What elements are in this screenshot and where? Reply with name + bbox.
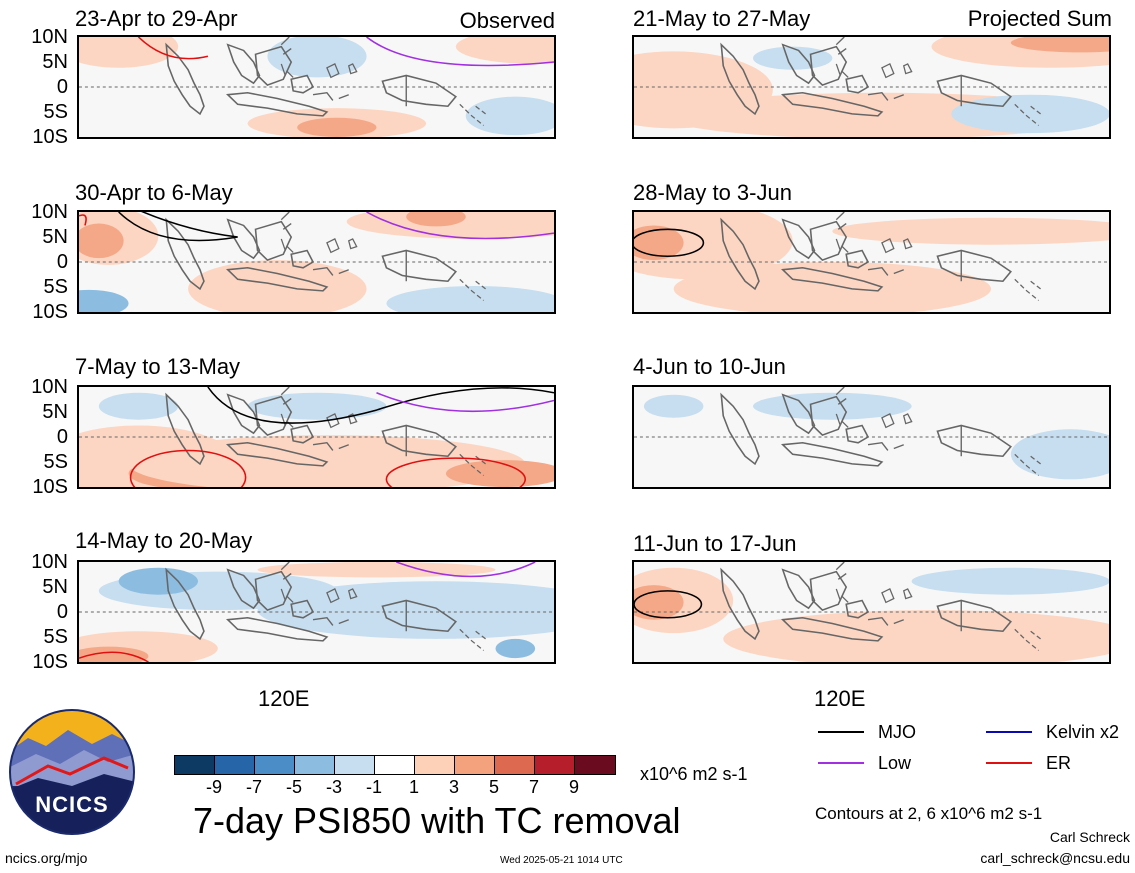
legend-er: ER — [986, 754, 1071, 772]
lat-label: 10N — [31, 376, 68, 398]
panel-title: 7-May to 13-May — [75, 354, 241, 379]
observed-tag: Observed — [459, 8, 555, 33]
colorbar-tick: -9 — [205, 777, 222, 797]
colorbar-tick: 7 — [528, 777, 539, 797]
legend-er-label: ER — [1046, 753, 1072, 773]
map-shading — [634, 562, 1109, 662]
map-shading — [634, 387, 1109, 487]
legend-kelvin: Kelvin x2 — [986, 723, 1119, 741]
colorbar-swatch — [215, 756, 255, 774]
map-panel — [632, 560, 1111, 664]
map-panel — [77, 385, 556, 489]
low-line-swatch — [818, 762, 864, 764]
panel-title: 30-Apr to 6-May — [75, 180, 233, 205]
colorbar-swatch — [375, 756, 415, 774]
x-axis-label: 120E — [814, 686, 866, 711]
kelvin-line-swatch — [986, 731, 1032, 733]
colorbar — [174, 755, 616, 775]
colorbar-swatch — [535, 756, 575, 774]
panel-title: 11-Jun to 17-Jun — [633, 531, 797, 556]
lat-label: 10S — [32, 476, 68, 498]
map-shading — [634, 212, 1109, 312]
logo-text: NCICS — [35, 792, 108, 817]
map-panel — [632, 385, 1111, 489]
map-panel — [632, 210, 1111, 314]
panel-title: 28-May to 3-Jun — [633, 180, 792, 205]
lat-label: 5S — [43, 101, 68, 123]
map-shading — [79, 212, 554, 312]
colorbar-swatch — [335, 756, 375, 774]
colorbar-swatch — [295, 756, 335, 774]
colorbar-tick: 3 — [448, 777, 459, 797]
panel-title: 4-Jun to 10-Jun — [633, 354, 786, 379]
lat-label: 10S — [32, 301, 68, 323]
lat-label: 0 — [56, 426, 68, 448]
colorbar-tick: 1 — [408, 777, 419, 797]
panel-title: 21-May to 27-May — [633, 6, 811, 31]
map-shading — [79, 562, 554, 662]
main-title: 7-day PSI850 with TC removal — [193, 800, 681, 841]
legend-mjo-label: MJO — [878, 722, 916, 742]
colorbar-tick: 5 — [488, 777, 499, 797]
map-panel — [77, 210, 556, 314]
lat-label: 5N — [42, 401, 68, 423]
panel-title: 23-Apr to 29-Apr — [75, 6, 238, 31]
colorbar-tick: -5 — [285, 777, 302, 797]
mjo-line-swatch — [818, 731, 864, 733]
lat-label: 0 — [56, 601, 68, 623]
map-shading — [79, 37, 554, 137]
website: ncics.org/mjo — [5, 850, 88, 866]
colorbar-swatch — [415, 756, 455, 774]
lat-label: 10S — [32, 126, 68, 148]
panel-title: 14-May to 20-May — [75, 528, 253, 553]
colorbar-swatch — [455, 756, 495, 774]
legend-kelvin-label: Kelvin x2 — [1046, 722, 1120, 742]
lat-label: 5S — [43, 451, 68, 473]
lat-label: 5S — [43, 626, 68, 648]
map-panel — [77, 35, 556, 139]
map-panel — [632, 35, 1111, 139]
er-line-swatch — [986, 762, 1032, 764]
colorbar-tick: -1 — [365, 777, 382, 797]
legend-low: Low — [818, 754, 911, 772]
colorbar-tick: 9 — [568, 777, 579, 797]
colorbar-swatch — [175, 756, 215, 774]
lat-label: 10N — [31, 551, 68, 573]
contours-note: Contours at 2, 6 x10^6 m2 s-1 — [815, 804, 1043, 823]
lat-label: 0 — [56, 251, 68, 273]
lat-label: 10N — [31, 26, 68, 48]
colorbar-tick: -7 — [245, 777, 262, 797]
colorbar-tick: -3 — [325, 777, 342, 797]
projected-tag: Projected Sum — [967, 6, 1112, 31]
map-shading — [634, 37, 1109, 137]
legend-mjo: MJO — [818, 723, 916, 741]
lat-label: 5S — [43, 276, 68, 298]
colorbar-swatch — [575, 756, 615, 774]
lat-label: 0 — [56, 76, 68, 98]
colorbar-swatch — [255, 756, 295, 774]
email: carl_schreck@ncsu.edu — [980, 850, 1130, 866]
lat-label: 10N — [31, 201, 68, 223]
colorbar-units: x10^6 m2 s-1 — [640, 764, 748, 784]
colorbar-swatch — [495, 756, 535, 774]
legend-low-label: Low — [878, 753, 912, 773]
author: Carl Schreck — [1049, 829, 1130, 845]
x-axis-label: 120E — [258, 686, 310, 711]
lat-label: 5N — [42, 226, 68, 248]
lat-label: 10S — [32, 651, 68, 673]
timestamp: Wed 2025-05-21 1014 UTC — [500, 855, 623, 866]
map-panel — [77, 560, 556, 664]
lat-label: 5N — [42, 51, 68, 73]
ncics-logo: NCICS — [9, 709, 135, 835]
map-shading — [79, 387, 554, 487]
lat-label: 5N — [42, 576, 68, 598]
